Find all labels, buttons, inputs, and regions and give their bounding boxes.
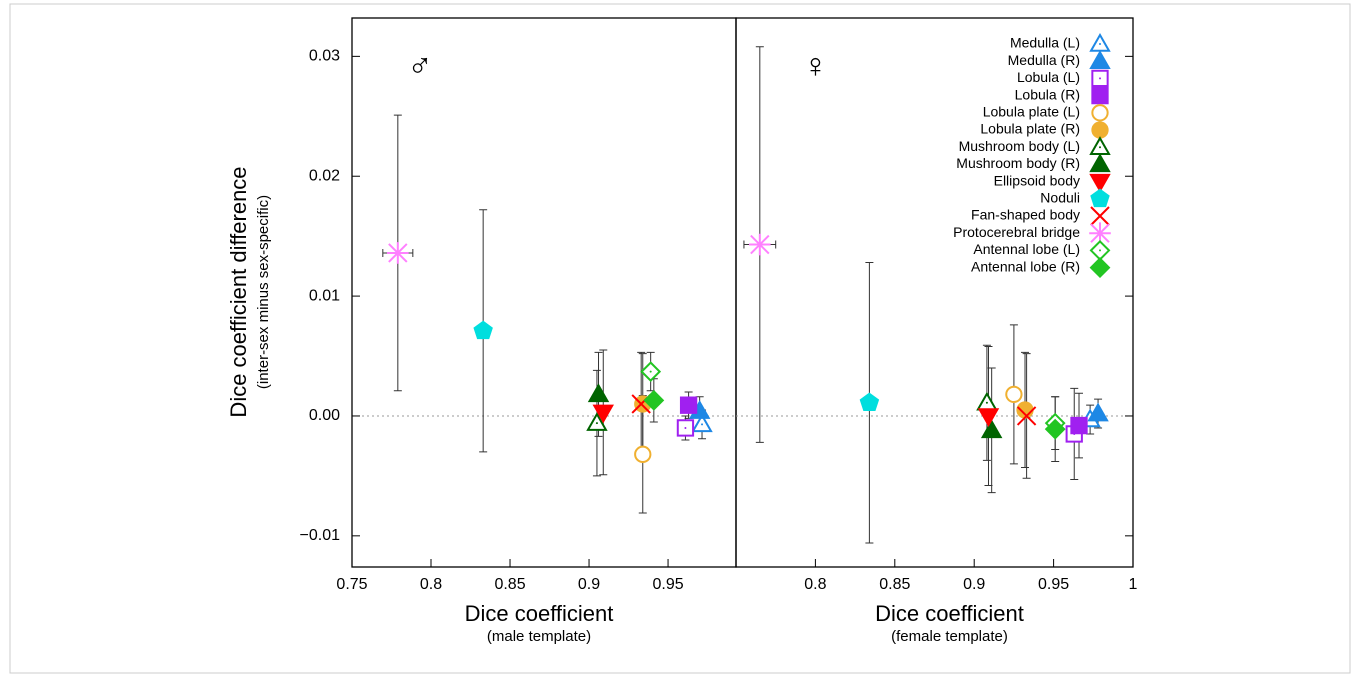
marker (1016, 406, 1037, 426)
legend-label: Protocerebral bridge (953, 224, 1080, 240)
sex-symbol: ♀ (803, 47, 829, 85)
y-tick-label: −0.01 (300, 527, 341, 544)
x-axis-label: Dice coefficient (875, 601, 1024, 626)
marker (1089, 173, 1111, 193)
marker (976, 391, 998, 411)
plot-frame (735, 17, 1134, 568)
y-tick-label: 0.02 (309, 167, 340, 184)
marker (679, 396, 698, 414)
legend-label: Medulla (L) (1010, 35, 1080, 51)
legend-label: Antennal lobe (R) (971, 258, 1080, 274)
marker-center (1099, 146, 1101, 149)
legend-label: Lobula (R) (1015, 86, 1080, 102)
legend-label: Ellipsoid body (994, 172, 1080, 188)
x-axis-label: Dice coefficient (465, 601, 614, 626)
marker (1089, 50, 1111, 69)
y-axis-sublabel: (inter-sex minus sex-specific) (255, 195, 272, 389)
x-tick-label: 0.9 (578, 576, 600, 593)
legend-label: Mushroom body (L) (959, 138, 1080, 154)
legend-label: Lobula plate (R) (980, 121, 1080, 137)
marker (387, 242, 409, 264)
marker-center (595, 422, 598, 425)
x-tick-label: 0.75 (336, 576, 367, 593)
marker-center (701, 423, 704, 426)
marker (586, 412, 608, 431)
marker (1091, 104, 1109, 122)
marker (1089, 153, 1111, 173)
x-tick-label: 0.8 (420, 576, 442, 593)
sex-symbol: ♂ (407, 47, 433, 85)
marker (592, 404, 614, 424)
figure-border (9, 3, 1351, 674)
legend-label: Noduli (1040, 190, 1080, 206)
marker (1089, 32, 1111, 52)
x-tick-label: 0.9 (963, 576, 985, 593)
x-tick-label: 0.95 (1038, 576, 1069, 593)
marker-center (684, 426, 687, 429)
marker (977, 408, 1000, 427)
marker (1091, 86, 1109, 105)
marker-center (1099, 43, 1101, 45)
marker (749, 233, 771, 256)
marker-center (1099, 249, 1101, 252)
marker (643, 389, 665, 411)
legend-label: Lobula (L) (1017, 69, 1080, 85)
legend-label: Fan-shaped body (971, 207, 1080, 223)
marker (859, 392, 880, 412)
marker (473, 320, 493, 340)
x-tick-label: 0.8 (804, 576, 826, 593)
legend-label: Mushroom body (R) (956, 155, 1080, 171)
y-axis-label: Dice coefficient difference (226, 166, 251, 417)
plot-frame (351, 17, 737, 568)
marker (1005, 385, 1023, 404)
x-tick-label: 1 (1129, 576, 1138, 593)
x-axis-sublabel: (male template) (487, 628, 591, 645)
legend-label: Medulla (R) (1008, 52, 1080, 68)
x-axis-sublabel: (female template) (891, 628, 1008, 645)
marker (1091, 121, 1109, 139)
y-tick-label: 0.03 (309, 48, 340, 65)
marker (634, 445, 652, 463)
marker-center (649, 370, 652, 373)
marker (1070, 416, 1088, 435)
marker (1087, 402, 1109, 422)
legend-label: Lobula plate (L) (983, 104, 1080, 120)
marker (980, 419, 1003, 439)
y-tick-label: 0.01 (309, 287, 340, 304)
marker (587, 383, 610, 403)
marker (1089, 257, 1111, 279)
y-tick-label: 0.00 (309, 407, 340, 424)
x-tick-label: 0.85 (494, 576, 525, 593)
marker (691, 413, 713, 433)
x-tick-label: 0.85 (879, 576, 910, 593)
marker (1089, 222, 1111, 244)
marker (1089, 136, 1111, 155)
x-tick-label: 0.95 (652, 576, 683, 593)
legend-label: Antennal lobe (L) (973, 241, 1080, 257)
marker (1090, 206, 1110, 226)
marker-center (1099, 77, 1101, 80)
marker (1090, 188, 1110, 208)
marker-center (985, 401, 988, 404)
marker (1044, 418, 1066, 440)
